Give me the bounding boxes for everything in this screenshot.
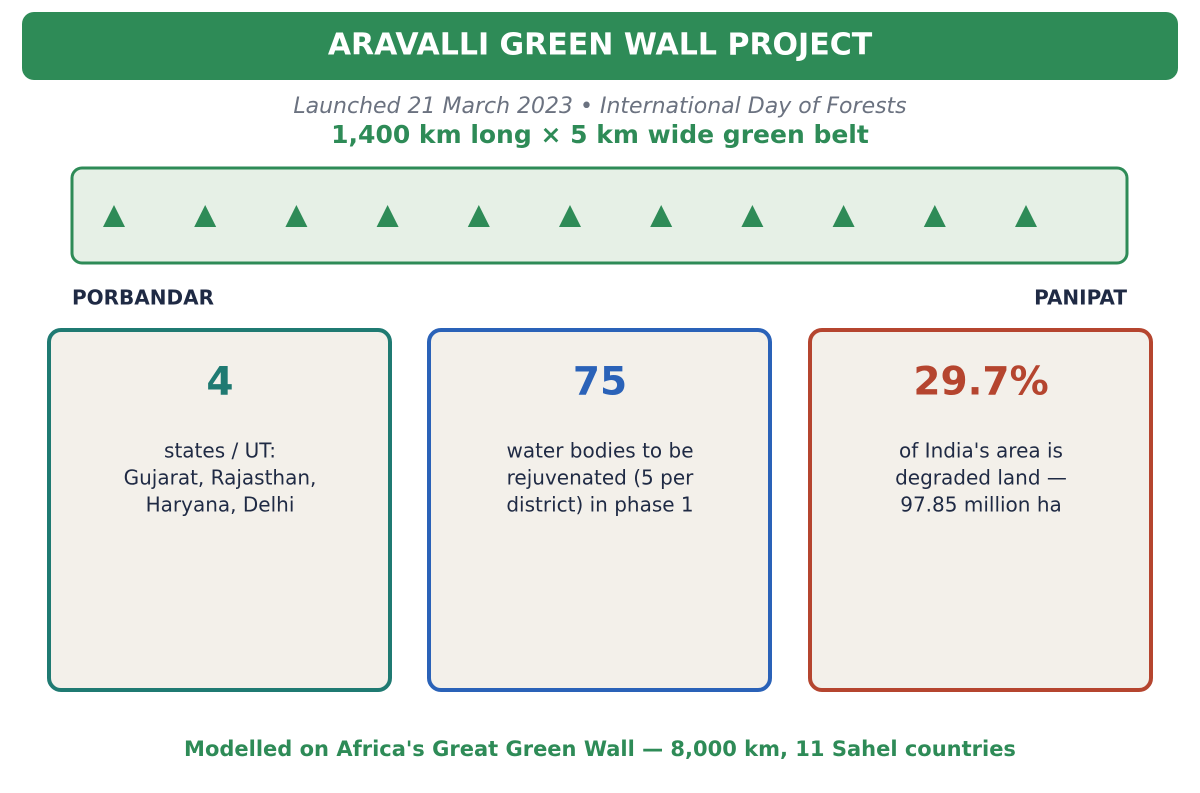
card-text: Gujarat, Rajasthan, — [124, 466, 317, 490]
belt-end: PANIPAT — [1034, 286, 1127, 310]
tree-icon — [923, 205, 946, 227]
card — [427, 328, 772, 692]
tagline: 1,400 km long × 5 km wide green belt — [331, 120, 869, 149]
tree-icon — [194, 205, 217, 227]
card-text: district) in phase 1 — [506, 493, 693, 517]
tree-icon — [650, 205, 673, 227]
tree-row — [103, 205, 1037, 227]
header-bar — [22, 12, 1178, 80]
tree-icon — [103, 205, 125, 227]
card-text: states / UT: — [164, 439, 276, 463]
card-text: degraded land — — [895, 466, 1067, 490]
tree-icon — [832, 205, 855, 227]
tree-icon — [376, 205, 399, 227]
tree-icon — [285, 205, 308, 227]
title: ARAVALLI GREEN WALL PROJECT — [328, 28, 873, 63]
tree-icon — [1015, 205, 1037, 227]
card — [808, 328, 1153, 692]
card-value: 75 — [573, 360, 627, 405]
tree-icon — [741, 205, 764, 227]
card-text: Haryana, Delhi — [146, 493, 295, 517]
belt-start: PORBANDAR — [72, 286, 214, 310]
card-text: rejuvenated (5 per — [507, 466, 694, 490]
card-text: 97.85 million ha — [900, 493, 1062, 517]
tree-icon — [467, 205, 490, 227]
card-text: water bodies to be — [506, 439, 693, 463]
tree-icon — [559, 205, 581, 227]
card — [47, 328, 392, 692]
card-value: 4 — [206, 360, 233, 405]
subtitle: Launched 21 March 2023 • International D… — [293, 94, 906, 119]
card-value: 29.7% — [913, 360, 1048, 405]
footer: Modelled on Africa's Great Green Wall — … — [184, 737, 1016, 761]
belt — [70, 166, 1129, 265]
cards: 4 states / UT: Gujarat, Rajasthan, Haryana,… — [47, 328, 1153, 692]
card-text: of India's area is — [899, 439, 1063, 463]
